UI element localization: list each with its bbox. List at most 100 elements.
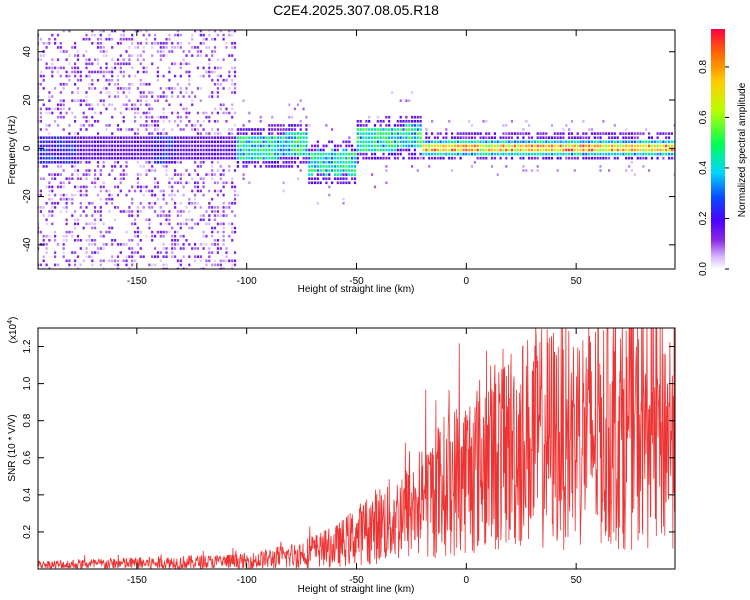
heatmap-cell bbox=[151, 132, 154, 135]
heatmap-cell bbox=[154, 161, 157, 164]
heatmap-cell bbox=[493, 140, 496, 144]
heatmap-cell bbox=[356, 128, 359, 131]
heatmap-cell bbox=[302, 161, 305, 164]
heatmap-cell bbox=[56, 70, 60, 74]
heatmap-cell bbox=[202, 161, 205, 164]
heatmap-cell bbox=[336, 161, 339, 164]
heatmap-cell bbox=[102, 259, 105, 263]
heatmap-cell bbox=[185, 181, 188, 185]
heatmap-cell bbox=[76, 189, 80, 193]
heatmap-cell bbox=[139, 230, 142, 234]
heatmap-cell bbox=[565, 124, 568, 127]
heatmap-cell bbox=[76, 99, 80, 102]
heatmap-cell bbox=[65, 259, 68, 263]
heatmap-cell bbox=[85, 255, 88, 258]
heatmap-cell bbox=[56, 165, 60, 168]
heatmap-cell bbox=[576, 152, 579, 156]
heatmap-cell bbox=[38, 42, 40, 45]
heatmap-cell bbox=[39, 144, 42, 148]
heatmap-cell bbox=[122, 103, 125, 107]
heatmap-cell bbox=[613, 152, 616, 156]
heatmap-cell bbox=[205, 243, 208, 246]
heatmap-cell bbox=[245, 132, 248, 135]
heatmap-cell bbox=[219, 177, 222, 180]
heatmap-cell bbox=[585, 132, 588, 135]
heatmap-cell bbox=[613, 132, 616, 135]
heatmap-cell bbox=[116, 259, 120, 263]
heatmap-cell bbox=[105, 66, 108, 70]
heatmap-cell bbox=[45, 148, 48, 152]
heatmap-cell bbox=[105, 50, 108, 53]
heatmap-cell bbox=[553, 148, 556, 152]
heatmap-cell bbox=[610, 148, 614, 152]
heatmap-cell bbox=[159, 54, 162, 57]
heatmap-cell bbox=[373, 148, 377, 152]
heatmap-cell bbox=[248, 152, 251, 156]
heatmap-cell bbox=[216, 263, 219, 267]
heatmap-cell bbox=[48, 189, 51, 193]
heatmap-cell bbox=[48, 267, 51, 269]
heatmap-cell bbox=[171, 91, 174, 94]
x-tick-label: -150 bbox=[127, 575, 147, 586]
heatmap-cell bbox=[151, 202, 154, 205]
heatmap-cell bbox=[411, 120, 414, 123]
heatmap-cell bbox=[139, 136, 142, 139]
heatmap-cell bbox=[342, 202, 345, 205]
colorbar-ticks: 0.00.20.40.60.8 bbox=[698, 60, 729, 276]
heatmap-cell bbox=[513, 144, 516, 148]
heatmap-cell bbox=[433, 140, 436, 144]
heatmap-cell bbox=[196, 247, 199, 250]
heatmap-cell bbox=[128, 144, 131, 148]
heatmap-cell bbox=[211, 210, 214, 213]
heatmap-cell bbox=[393, 156, 396, 160]
heatmap-cell bbox=[56, 124, 60, 127]
heatmap-cell bbox=[59, 197, 62, 201]
heatmap-cell bbox=[490, 152, 494, 156]
heatmap-cell bbox=[273, 144, 277, 148]
heatmap-cell bbox=[231, 107, 234, 111]
heatmap-cell bbox=[136, 111, 139, 115]
heatmap-cell bbox=[76, 54, 80, 57]
heatmap-cell bbox=[156, 66, 159, 70]
heatmap-cell bbox=[42, 161, 45, 164]
heatmap-cell bbox=[465, 140, 468, 144]
heatmap-cell bbox=[102, 152, 105, 156]
heatmap-cell bbox=[636, 156, 639, 160]
heatmap-cell bbox=[208, 259, 211, 263]
heatmap-cell bbox=[411, 156, 414, 160]
heatmap-cell bbox=[216, 251, 219, 254]
heatmap-cell bbox=[596, 140, 599, 144]
heatmap-cell bbox=[419, 120, 422, 123]
heatmap-cell bbox=[171, 197, 174, 201]
heatmap-cell bbox=[91, 30, 94, 33]
heatmap-cell bbox=[299, 140, 302, 144]
heatmap-cell bbox=[582, 152, 585, 156]
heatmap-cell bbox=[42, 156, 45, 160]
heatmap-cell bbox=[154, 33, 157, 37]
heatmap-cell bbox=[213, 30, 217, 33]
heatmap-cell bbox=[65, 218, 68, 222]
heatmap-cell bbox=[45, 46, 48, 49]
heatmap-cell bbox=[62, 144, 65, 148]
heatmap-cell bbox=[85, 95, 88, 98]
heatmap-cell bbox=[533, 152, 536, 156]
heatmap-cell bbox=[74, 239, 77, 242]
heatmap-cell bbox=[302, 140, 305, 144]
heatmap-cell bbox=[299, 128, 302, 131]
heatmap-cell bbox=[528, 156, 531, 160]
heatmap-cell bbox=[145, 83, 148, 86]
heatmap-cell bbox=[496, 152, 499, 156]
heatmap-cell bbox=[325, 152, 328, 156]
heatmap-cell bbox=[156, 197, 159, 201]
heatmap-cell bbox=[51, 58, 54, 61]
heatmap-cell bbox=[148, 140, 151, 144]
heatmap-cell bbox=[648, 140, 651, 144]
heatmap-cell bbox=[128, 91, 131, 94]
heatmap-cell bbox=[259, 136, 262, 139]
heatmap-cell bbox=[162, 54, 165, 57]
heatmap-cell bbox=[568, 140, 571, 144]
heatmap-cell bbox=[570, 132, 574, 135]
heatmap-cell bbox=[376, 148, 379, 152]
heatmap-cell bbox=[42, 255, 45, 258]
heatmap-cell bbox=[605, 148, 608, 152]
